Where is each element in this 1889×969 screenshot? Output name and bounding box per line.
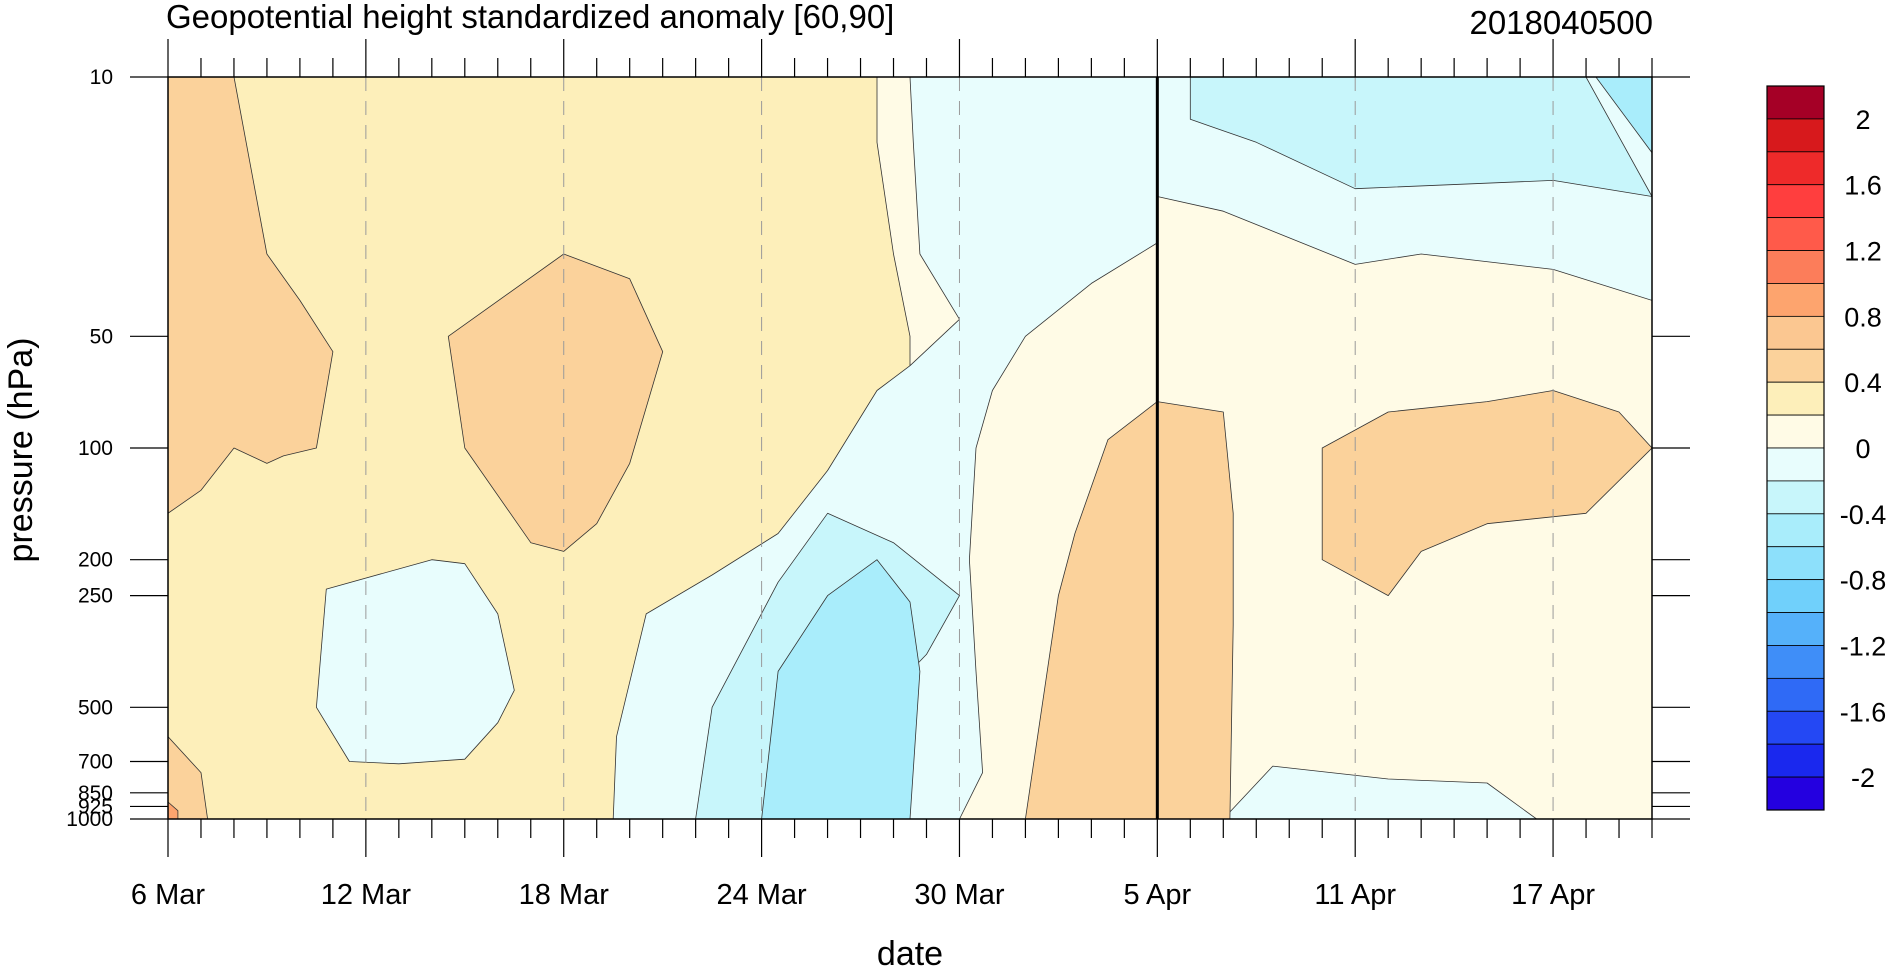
colorbar-bin: [1766, 184, 1825, 219]
colorbar-bin: [1766, 513, 1825, 548]
contour-region-2: [612, 77, 1158, 819]
colorbar-bin: [1766, 776, 1825, 811]
colorbar-bin: [1766, 579, 1825, 613]
colorbar-bin: [1766, 677, 1825, 712]
y-tick-label: 700: [78, 751, 113, 774]
colorbar-label: 2: [1855, 105, 1870, 135]
date-label: 2018040500: [1469, 4, 1653, 41]
chart-title: Geopotential height standardized anomaly…: [166, 0, 894, 35]
contour-region-14: [168, 736, 209, 819]
y-tick-label: 50: [90, 325, 113, 348]
colorbar-label: 1.2: [1844, 237, 1882, 267]
colorbar-bin: [1766, 743, 1825, 778]
contour-region-15: [168, 801, 179, 819]
contour-region-10: [168, 77, 334, 514]
contour-region-5: [1222, 765, 1537, 819]
colorbar-label: -1.6: [1840, 697, 1887, 727]
colorbar-bin: [1766, 414, 1825, 449]
contour-region-9: [1595, 77, 1652, 154]
contour-region-11: [447, 253, 664, 552]
colorbar-label: -2: [1851, 763, 1875, 793]
colorbar-bin: [1766, 85, 1825, 120]
colorbar-bin: [1766, 348, 1825, 383]
y-tick-label: 100: [78, 437, 113, 460]
colorbar-bin: [1766, 118, 1825, 153]
colorbar-bin: [1766, 250, 1825, 284]
colorbar-label: 0.8: [1844, 302, 1882, 332]
x-axis-ticks: 6 Mar 12 Mar 18 Mar 24 Mar 30 Mar 5 Apr 11 Apr…: [131, 39, 1653, 911]
colorbar-bin: [1766, 612, 1825, 646]
colorbar-bin: [1766, 151, 1825, 186]
colorbar-bin: [1766, 315, 1825, 350]
colorbar-label: -0.8: [1840, 566, 1887, 596]
colorbar-label: 1.6: [1844, 171, 1882, 201]
x-tick-label: 5 Apr: [1123, 879, 1191, 911]
x-tick-label: 18 Mar: [519, 879, 610, 911]
colorbar-frame: [1766, 85, 1825, 811]
colorbar-bin: [1766, 645, 1825, 679]
colorbar-label: -0.4: [1840, 500, 1887, 530]
x-tick-label: 11 Apr: [1314, 879, 1396, 911]
x-tick-label: 24 Mar: [716, 879, 807, 911]
y-tick-label: 250: [78, 585, 113, 608]
colorbar-label: 0.4: [1844, 368, 1882, 398]
colorbar: 2 1.6 1.2 0.8 0.4 0 -0.4 -0.8 -1.2 -1.6 -2: [1766, 85, 1887, 811]
x-tick-label: 6 Mar: [131, 879, 205, 911]
y-tick-label: 850: [78, 782, 113, 805]
y-tick-label: 10: [90, 66, 113, 89]
x-tick-label: 17 Apr: [1511, 879, 1595, 911]
contour-region-13: [1321, 390, 1652, 596]
y-axis-label: pressure (hPa): [2, 338, 40, 563]
colorbar-bin: [1766, 283, 1825, 317]
plot-area: 6 Mar 12 Mar 18 Mar 24 Mar 30 Mar 5 Apr 11 Apr…: [66, 39, 1690, 911]
colorbar-bin: [1766, 447, 1825, 482]
x-tick-label: 12 Mar: [321, 879, 412, 911]
y-tick-label: 500: [78, 696, 113, 719]
colorbar-bin: [1766, 546, 1825, 581]
colorbar-label: 0: [1855, 434, 1870, 464]
contour-region-12: [1025, 401, 1234, 819]
x-axis-label: date: [877, 935, 943, 969]
y-tick-label: 200: [78, 549, 113, 572]
colorbar-bin: [1766, 710, 1825, 745]
contour-fills: [168, 77, 1652, 819]
colorbar-bin: [1766, 480, 1825, 515]
contour-region-6: [1189, 77, 1652, 197]
colorbar-label: -1.2: [1840, 631, 1887, 661]
colorbar-bin: [1766, 217, 1825, 251]
x-tick-label: 30 Mar: [914, 879, 1005, 911]
y-tick-label: 925: [78, 795, 113, 818]
y-tick-label: 1000: [66, 808, 113, 831]
contour-region-8: [761, 559, 921, 819]
colorbar-bin: [1766, 381, 1825, 416]
